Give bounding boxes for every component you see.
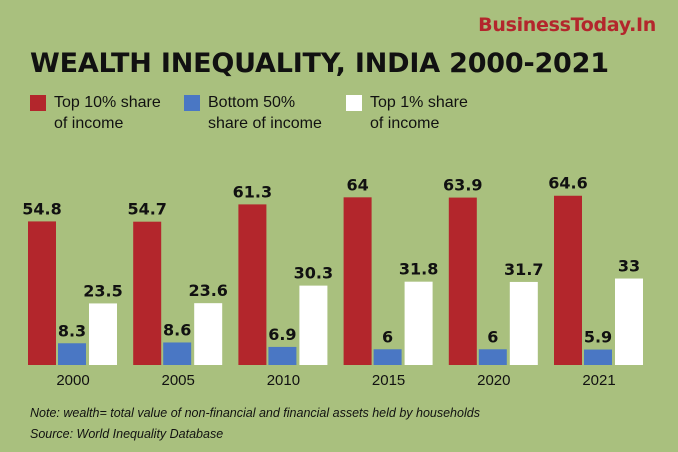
legend-swatch-bottom50 <box>184 95 200 111</box>
x-tick-label-2021: 2021 <box>582 372 615 389</box>
data-label-top1-2010: 30.3 <box>294 264 333 283</box>
brand-logo: BusinessToday.In <box>478 14 656 36</box>
bar-top1-2015 <box>404 281 433 365</box>
bar-top1-2021 <box>615 278 643 365</box>
bar-bottom50-2020 <box>478 349 507 365</box>
data-label-bottom50-2021: 5.9 <box>584 328 612 347</box>
legend-label-bottom50: Bottom 50% share of income <box>208 94 322 132</box>
x-tick-label-2015: 2015 <box>372 372 405 389</box>
data-label-top10-2010: 61.3 <box>233 182 272 201</box>
data-label-top10-2015: 64 <box>346 175 368 194</box>
x-tick-label-2010: 2010 <box>267 372 300 389</box>
bar-bottom50-2000 <box>58 343 86 365</box>
data-label-top10-2000: 54.8 <box>22 199 61 218</box>
bar-top10-2020 <box>448 197 477 365</box>
data-label-top10-2020: 63.9 <box>443 176 482 195</box>
source-note: Source: World Inequality Database <box>30 427 224 441</box>
bar-bottom50-2005 <box>163 342 192 365</box>
bar-top10-2015 <box>343 197 372 365</box>
bar-bottom50-2015 <box>373 349 402 365</box>
data-label-bottom50-2005: 8.6 <box>163 320 191 339</box>
data-label-top1-2005: 23.6 <box>188 281 227 300</box>
bar-bottom50-2021 <box>584 349 612 365</box>
legend-swatch-top1 <box>346 95 362 111</box>
legend-item-top10: Top 10% share of income <box>30 92 161 134</box>
bar-top10-2005 <box>133 221 162 365</box>
bar-top1-2005 <box>194 303 223 365</box>
legend-item-top1: Top 1% share of income <box>346 92 468 134</box>
data-label-bottom50-2010: 6.9 <box>268 325 296 344</box>
bar-top1-2000 <box>89 303 117 365</box>
legend-item-bottom50: Bottom 50% share of income <box>184 92 322 134</box>
chart-title: WEALTH INEQUALITY, INDIA 2000-2021 <box>30 48 609 79</box>
bar-top1-2020 <box>509 281 538 365</box>
x-tick-label-2000: 2000 <box>56 372 89 389</box>
data-label-top1-2020: 31.7 <box>504 260 543 279</box>
bar-top1-2010 <box>299 285 328 365</box>
bar-top10-2021 <box>554 195 582 365</box>
legend-label-top10: Top 10% share of income <box>54 94 161 132</box>
legend-label-top1: Top 1% share of income <box>370 94 468 132</box>
data-label-top1-2000: 23.5 <box>83 281 122 300</box>
x-tick-label-2005: 2005 <box>162 372 195 389</box>
data-label-bottom50-2000: 8.3 <box>58 321 86 340</box>
data-label-top10-2021: 64.6 <box>548 174 587 193</box>
legend-swatch-top10 <box>30 95 46 111</box>
data-label-top1-2015: 31.8 <box>399 260 438 279</box>
data-label-top10-2005: 54.7 <box>127 200 166 219</box>
x-tick-label-2020: 2020 <box>477 372 510 389</box>
data-label-bottom50-2015: 6 <box>382 327 393 346</box>
footnote: Note: wealth= total value of non-financi… <box>30 406 480 420</box>
bar-top10-2010 <box>238 204 267 365</box>
data-label-top1-2021: 33 <box>618 257 640 276</box>
bar-bottom50-2010 <box>268 346 297 365</box>
data-label-bottom50-2020: 6 <box>487 327 498 346</box>
bar-top10-2000 <box>28 221 56 365</box>
